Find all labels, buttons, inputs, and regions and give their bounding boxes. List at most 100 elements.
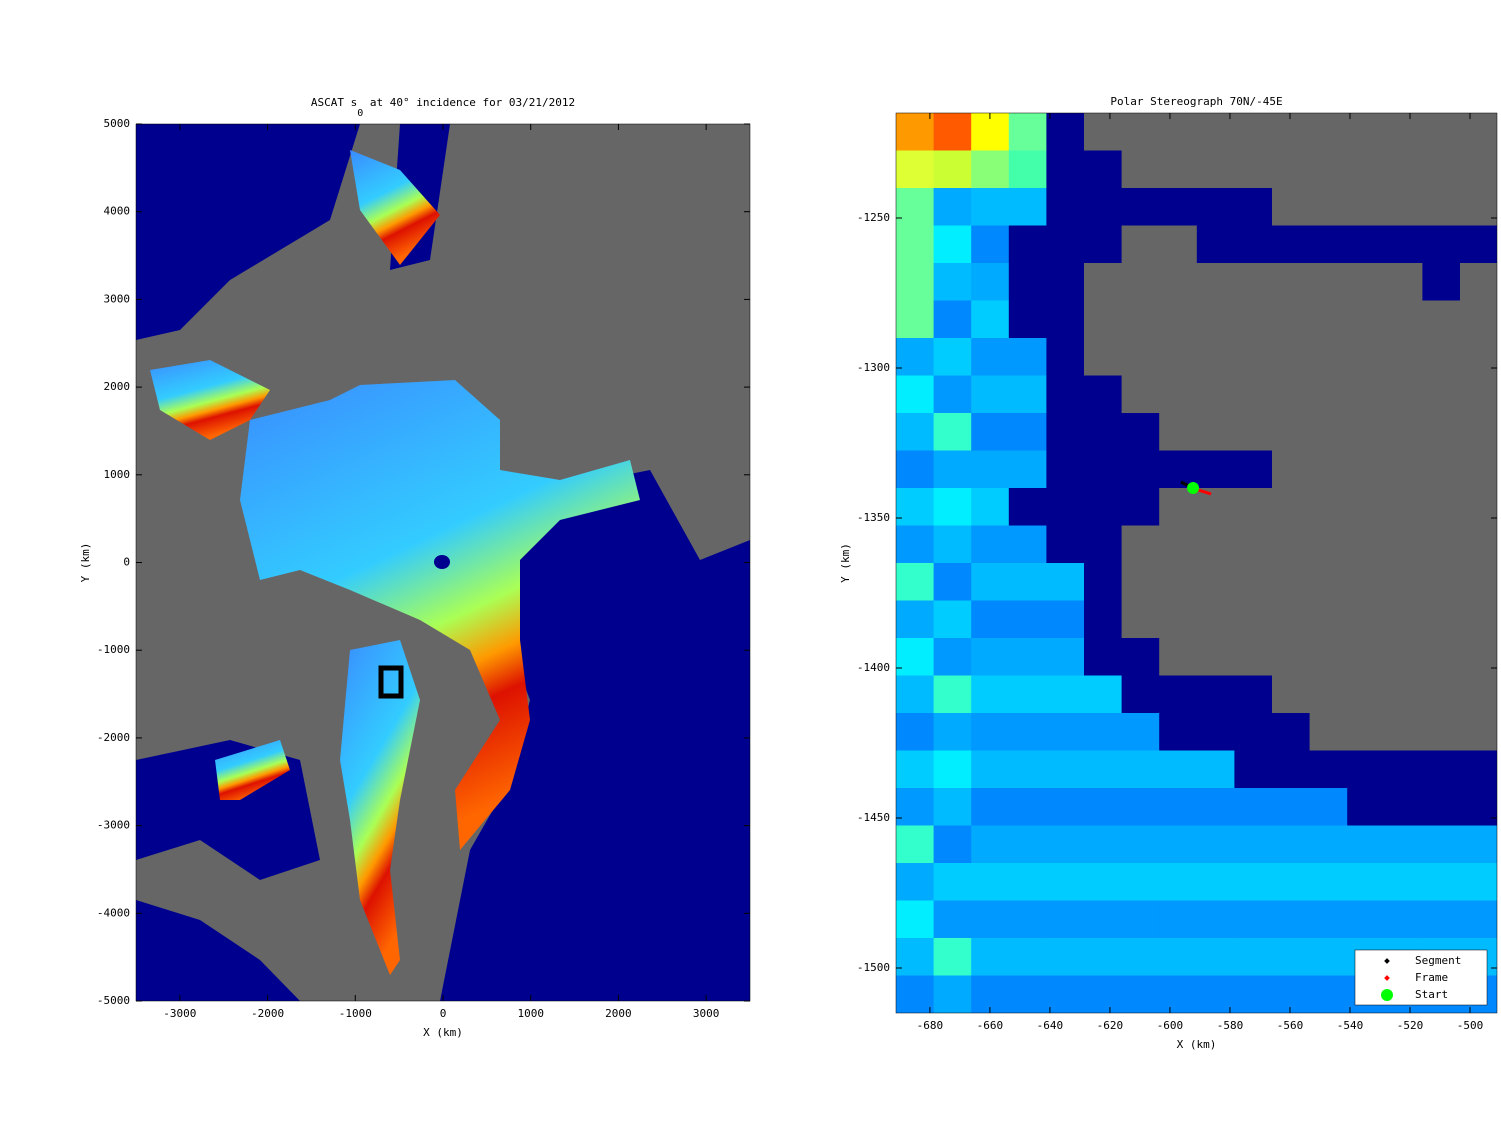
cell bbox=[971, 450, 1010, 489]
cell bbox=[1196, 150, 1235, 189]
cell bbox=[1196, 450, 1235, 489]
cell bbox=[1196, 338, 1235, 376]
y-tick-label: 4000 bbox=[104, 205, 131, 218]
cell bbox=[1046, 563, 1085, 601]
cell bbox=[971, 938, 1010, 976]
cell bbox=[1046, 338, 1085, 376]
cell bbox=[896, 863, 934, 901]
cell bbox=[1309, 150, 1348, 189]
x-tick-label: 3000 bbox=[693, 1007, 720, 1020]
cell bbox=[933, 563, 972, 601]
cell bbox=[1272, 975, 1310, 1013]
cell bbox=[1309, 863, 1348, 901]
cell bbox=[896, 300, 934, 339]
cell bbox=[1008, 113, 1047, 151]
cell bbox=[1384, 863, 1423, 901]
cell bbox=[1196, 525, 1235, 564]
cell bbox=[1159, 938, 1198, 976]
cell bbox=[1347, 225, 1386, 264]
cell bbox=[1121, 900, 1160, 939]
cell bbox=[1422, 150, 1461, 189]
cell bbox=[1234, 263, 1273, 301]
legend-swatch bbox=[1384, 958, 1390, 964]
cell bbox=[971, 825, 1010, 864]
cell bbox=[1272, 413, 1310, 451]
cell bbox=[1046, 788, 1085, 826]
cell bbox=[1008, 675, 1047, 714]
cell bbox=[1309, 563, 1348, 601]
cell bbox=[1309, 375, 1348, 414]
cell bbox=[1159, 638, 1198, 676]
x-tick-label: -540 bbox=[1337, 1019, 1364, 1032]
cell bbox=[1460, 713, 1497, 751]
y-tick-label: -1400 bbox=[857, 661, 890, 674]
cell bbox=[1008, 413, 1047, 451]
cell bbox=[1460, 750, 1497, 789]
cell bbox=[1121, 975, 1160, 1013]
cell bbox=[1309, 413, 1348, 451]
cell bbox=[1422, 638, 1461, 676]
cell bbox=[1046, 225, 1085, 264]
cell bbox=[1234, 225, 1273, 264]
cell bbox=[1384, 900, 1423, 939]
cell bbox=[933, 300, 972, 339]
cell bbox=[1008, 825, 1047, 864]
cell bbox=[1008, 900, 1047, 939]
cell bbox=[1159, 675, 1198, 714]
cell bbox=[1046, 863, 1085, 901]
cell bbox=[1384, 788, 1423, 826]
cell bbox=[1384, 525, 1423, 564]
cell bbox=[1084, 300, 1122, 339]
cell bbox=[1234, 338, 1273, 376]
x-tick-label: -3000 bbox=[163, 1007, 196, 1020]
cell bbox=[1121, 713, 1160, 751]
x-tick-label: -2000 bbox=[251, 1007, 284, 1020]
cell bbox=[1422, 525, 1461, 564]
cell bbox=[933, 113, 972, 151]
y-tick-label: -1000 bbox=[97, 643, 130, 656]
x-tick-label: 0 bbox=[440, 1007, 447, 1020]
cell bbox=[1234, 788, 1273, 826]
cell bbox=[1460, 488, 1497, 526]
cell bbox=[1422, 188, 1461, 226]
cell bbox=[1272, 338, 1310, 376]
y-tick-label: -4000 bbox=[97, 906, 130, 919]
cell bbox=[1159, 825, 1198, 864]
legend-label: Segment bbox=[1415, 954, 1461, 967]
cell bbox=[1234, 150, 1273, 189]
cell bbox=[1046, 675, 1085, 714]
title-part: at 40° incidence for 03/21/2012 bbox=[363, 96, 575, 109]
cell bbox=[1347, 825, 1386, 864]
cell bbox=[1196, 638, 1235, 676]
cell bbox=[1460, 413, 1497, 451]
cell bbox=[1384, 563, 1423, 601]
cell bbox=[971, 600, 1010, 639]
cell bbox=[1272, 900, 1310, 939]
cell bbox=[1309, 488, 1348, 526]
cell bbox=[896, 225, 934, 264]
cell bbox=[1384, 750, 1423, 789]
x-axis-label: X (km) bbox=[423, 1026, 463, 1039]
cell bbox=[1234, 600, 1273, 639]
cell bbox=[1422, 375, 1461, 414]
cell bbox=[933, 975, 972, 1013]
cell bbox=[896, 263, 934, 301]
cell bbox=[1272, 938, 1310, 976]
cell bbox=[1234, 413, 1273, 451]
cell bbox=[1159, 413, 1198, 451]
cell bbox=[1272, 150, 1310, 189]
cell bbox=[1084, 263, 1122, 301]
cell bbox=[1084, 450, 1122, 489]
cell bbox=[1196, 113, 1235, 151]
cell bbox=[1196, 750, 1235, 789]
cell bbox=[971, 113, 1010, 151]
cell bbox=[1460, 338, 1497, 376]
cell bbox=[1121, 863, 1160, 901]
cell bbox=[1272, 863, 1310, 901]
cell bbox=[933, 713, 972, 751]
cell bbox=[1008, 863, 1047, 901]
cell bbox=[1121, 563, 1160, 601]
cell bbox=[1422, 563, 1461, 601]
cell bbox=[1008, 338, 1047, 376]
legend-label: Start bbox=[1415, 988, 1448, 1001]
